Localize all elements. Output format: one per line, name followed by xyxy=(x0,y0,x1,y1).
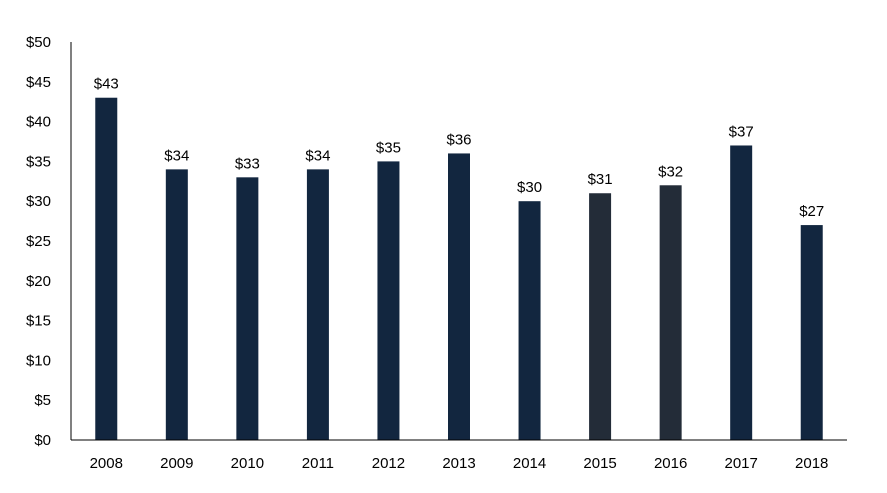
y-tick-label: $35 xyxy=(26,153,51,170)
x-tick-label: 2018 xyxy=(795,455,828,472)
x-tick-label: 2008 xyxy=(90,455,123,472)
x-tick-label: 2011 xyxy=(302,455,334,472)
bar-2011 xyxy=(306,169,329,441)
y-tick-label: $20 xyxy=(26,273,51,290)
bar-2008 xyxy=(95,97,118,440)
x-tick-label: 2010 xyxy=(231,455,264,472)
bar-2017 xyxy=(730,145,753,441)
bar-2016 xyxy=(659,185,682,440)
y-tick-label: $25 xyxy=(26,233,51,250)
data-label-2016: $32 xyxy=(658,163,683,180)
data-label-2018: $27 xyxy=(799,203,824,220)
y-tick-label: $40 xyxy=(26,114,51,131)
bar-2014 xyxy=(518,201,541,440)
x-tick-label: 2009 xyxy=(160,455,193,472)
bar-2015 xyxy=(589,193,612,440)
x-tick-label: 2015 xyxy=(583,455,616,472)
y-tick-label: $5 xyxy=(34,392,51,409)
y-tick-label: $50 xyxy=(26,34,51,51)
bar-2013 xyxy=(448,153,470,440)
bar-2010 xyxy=(236,177,259,440)
y-tick-label: $10 xyxy=(26,352,51,369)
y-tick-label: $30 xyxy=(26,193,51,210)
x-tick-label: 2013 xyxy=(442,455,475,472)
data-label-2009: $34 xyxy=(164,147,189,164)
bar-2009 xyxy=(165,169,188,441)
y-tick-label: $0 xyxy=(34,432,51,449)
data-label-2008: $43 xyxy=(94,76,119,93)
bar-2012 xyxy=(377,161,400,440)
y-tick-label: $15 xyxy=(26,313,51,330)
x-tick-label: 2017 xyxy=(724,455,757,472)
x-tick-label: 2016 xyxy=(654,455,687,472)
data-label-2011: $34 xyxy=(305,147,330,164)
data-labels-layer: $43 $34 $33 $34 $35 $36 $30 $31 $32 $37 $27 xyxy=(94,76,824,220)
data-label-2012: $35 xyxy=(376,139,401,156)
data-label-2013: $36 xyxy=(446,131,471,148)
data-label-2010: $33 xyxy=(235,155,260,172)
x-tick-label: 2012 xyxy=(372,455,405,472)
bars-layer xyxy=(95,97,823,441)
bar-2018 xyxy=(800,225,823,440)
x-tick-label: 2014 xyxy=(513,455,546,472)
axes-layer: $0 $5 $10 $15 $20 $25 $30 $35 $40 $45 $50 2008 2009 2… xyxy=(26,34,847,472)
y-tick-label: $45 xyxy=(26,74,51,91)
data-label-2017: $37 xyxy=(729,123,754,140)
data-label-2014: $30 xyxy=(517,179,542,196)
data-label-2015: $31 xyxy=(588,171,613,188)
